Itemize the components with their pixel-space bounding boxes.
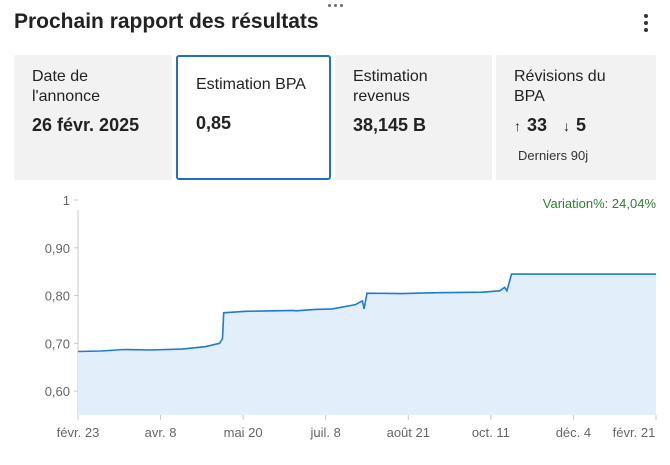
variation-label: Variation%: 24,04%: [542, 196, 656, 211]
card-revenue-estimate[interactable]: Estimation revenus 38,145 B: [335, 55, 492, 180]
series-area: [78, 274, 656, 415]
widget-title: Prochain rapport des résultats: [14, 10, 319, 33]
x-tick-label: avr. 8: [145, 425, 177, 440]
card-report-date[interactable]: Date de l'annonce 26 févr. 2025: [14, 55, 172, 180]
x-tick-label: mai 20: [224, 425, 263, 440]
y-tick-label: 0,90: [45, 241, 70, 256]
y-tick-label: 1: [63, 193, 70, 208]
revisions-up-count: 33: [527, 115, 548, 135]
y-tick-label: 0,80: [45, 289, 70, 304]
eps-estimate-chart[interactable]: 1 0,90 0,80 0,70 0,60 févr. 23 avr. 8 mai 20 ju…: [0, 190, 670, 465]
card-label: Date de l'annonce: [32, 68, 100, 105]
x-tick-label: août 21: [387, 425, 430, 440]
arrow-up-icon: ↑: [514, 118, 521, 134]
card-eps-estimate[interactable]: Estimation BPA 0,85: [176, 55, 331, 180]
drag-handle-icon[interactable]: [328, 2, 344, 8]
revisions-down-count: 5: [576, 115, 587, 135]
x-tick-label: juil. 8: [310, 425, 341, 440]
card-eps-revisions[interactable]: Révisions du BPA ↑ 33 ↓ 5 Derniers 90j: [496, 55, 656, 180]
x-tick-label: févr. 23: [57, 425, 100, 440]
card-label: Révisions du BPA: [514, 68, 606, 105]
card-label: Estimation BPA: [196, 76, 306, 93]
card-value: 26 févr. 2025: [32, 115, 140, 135]
x-tick-label: déc. 4: [556, 425, 591, 440]
y-tick-label: 0,60: [45, 384, 70, 399]
x-tick-label: oct. 11: [472, 425, 510, 440]
card-label: Estimation revenus: [353, 68, 428, 105]
y-tick-label: 0,70: [45, 336, 70, 351]
series-line: [77, 273, 656, 353]
arrow-down-icon: ↓: [563, 118, 571, 134]
more-options-icon[interactable]: [640, 14, 652, 34]
x-tick-label: févr. 21: [613, 425, 656, 440]
card-value: 0,85: [196, 113, 232, 133]
card-value: 38,145 B: [353, 115, 427, 135]
revisions-period: Derniers 90j: [518, 148, 589, 163]
